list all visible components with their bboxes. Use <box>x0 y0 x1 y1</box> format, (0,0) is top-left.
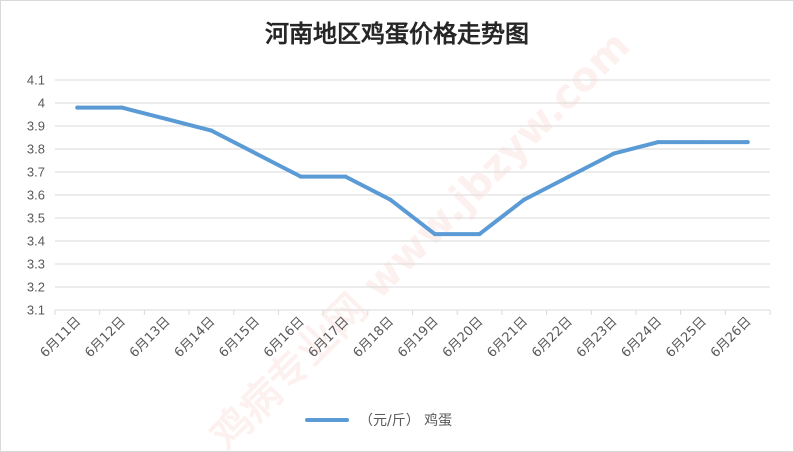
data-point <box>343 174 348 179</box>
legend-label: （元/斤） 鸡蛋 <box>359 413 453 429</box>
x-tick-label: 6月14日 <box>172 314 219 361</box>
x-tick-label: 6月21日 <box>484 314 531 361</box>
y-tick-label: 3.7 <box>27 165 45 180</box>
data-point <box>164 117 169 122</box>
x-tick-label: 6月12日 <box>82 314 129 361</box>
x-tick-label: 6月20日 <box>440 314 487 361</box>
data-point <box>120 105 125 110</box>
legend: （元/斤） 鸡蛋 <box>305 410 452 430</box>
y-tick-label: 3.1 <box>27 303 45 318</box>
data-point <box>209 128 214 133</box>
watermark-text: 鸡病专业网 www.jbzyw.com <box>202 22 639 452</box>
y-tick-label: 3.2 <box>27 280 45 295</box>
x-tick-label: 6月15日 <box>216 314 263 361</box>
legend-swatch <box>305 418 349 422</box>
y-tick-label: 3.9 <box>27 119 45 134</box>
data-point <box>522 197 527 202</box>
chart-title: 河南地区鸡蛋价格走势图 <box>265 19 529 48</box>
data-point <box>388 197 393 202</box>
y-tick-label: 4 <box>38 96 45 111</box>
x-axis-ticks: 6月11日6月12日6月13日6月14日6月15日6月16日6月17日6月18日… <box>38 314 755 361</box>
data-point <box>745 140 750 145</box>
x-tick-label: 6月22日 <box>529 314 576 361</box>
y-tick-label: 4.1 <box>27 73 45 88</box>
data-point <box>75 105 80 110</box>
y-tick-label: 3.4 <box>27 234 45 249</box>
y-tick-label: 3.6 <box>27 188 45 203</box>
y-axis-ticks: 3.1 3.2 3.3 3.4 3.5 3.6 3.7 3.8 3.9 4 4.1 <box>27 73 45 318</box>
data-point <box>700 140 705 145</box>
data-point <box>566 174 571 179</box>
series-line <box>75 105 750 237</box>
data-point <box>298 174 303 179</box>
x-tick-label: 6月13日 <box>127 314 174 361</box>
data-point <box>477 232 482 237</box>
data-point <box>656 140 661 145</box>
x-tick-label: 6月11日 <box>38 314 85 361</box>
x-tick-label: 6月25日 <box>663 314 710 361</box>
data-point <box>254 151 259 156</box>
y-tick-label: 3.5 <box>27 211 45 226</box>
data-point <box>432 232 437 237</box>
y-tick-label: 3.3 <box>27 257 45 272</box>
y-tick-label: 3.8 <box>27 142 45 157</box>
x-tick-label: 6月19日 <box>395 314 442 361</box>
x-tick-label: 6月24日 <box>619 314 666 361</box>
data-point <box>611 151 616 156</box>
gridlines <box>54 79 771 315</box>
watermark: 鸡病专业网 www.jbzyw.com <box>202 22 639 452</box>
x-tick-label: 6月26日 <box>708 314 755 361</box>
series-layer <box>75 105 750 237</box>
x-tick-label: 6月23日 <box>574 314 621 361</box>
